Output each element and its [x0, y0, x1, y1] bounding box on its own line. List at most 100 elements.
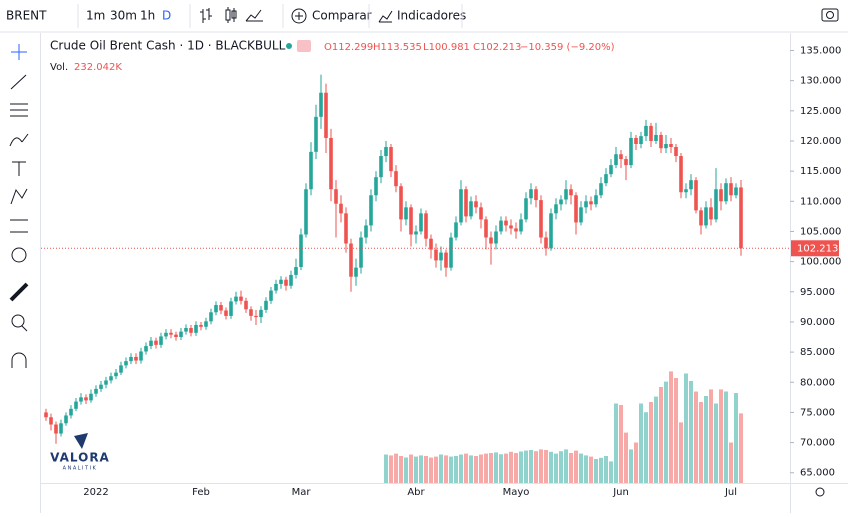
volume-bar — [509, 451, 513, 483]
candle-body — [99, 384, 103, 389]
volume-bar — [404, 457, 408, 483]
volume-bar — [634, 442, 638, 483]
logo-subtext: ANALITIK — [63, 466, 98, 472]
candle-body — [329, 137, 333, 190]
candle-body — [684, 189, 688, 193]
trendline-tool[interactable] — [10, 74, 27, 90]
candle-body — [679, 156, 683, 193]
settings-icon[interactable] — [815, 487, 825, 497]
candle-body — [579, 207, 583, 223]
fib-tool[interactable] — [10, 103, 28, 117]
volume-bar — [499, 454, 503, 483]
candle-body — [84, 397, 88, 401]
volume-bar — [454, 456, 458, 483]
candle-body — [654, 134, 658, 141]
volume-bar — [604, 456, 608, 483]
last-price-label: 102.213 — [797, 243, 838, 254]
candle-body — [649, 125, 653, 141]
text-tool[interactable] — [12, 161, 26, 176]
candle-body — [164, 332, 168, 337]
candle-body — [359, 237, 363, 268]
candle-body — [159, 336, 163, 345]
symbol[interactable]: BRENT — [6, 9, 47, 23]
x-tick-label: Jul — [724, 487, 737, 498]
candle-body — [369, 195, 373, 226]
candle-body — [139, 351, 143, 361]
chart-type-icons[interactable] — [200, 7, 263, 23]
interval[interactable]: D — [162, 9, 171, 23]
candle-body — [559, 199, 563, 205]
candle-body — [524, 198, 528, 220]
volume-bar — [734, 393, 738, 483]
logo: VALORA ANALITIK — [50, 433, 110, 472]
candle-body — [509, 225, 513, 229]
logo-text: VALORA — [50, 451, 110, 465]
volume-bar — [719, 389, 723, 483]
interval[interactable]: 30m — [110, 9, 137, 23]
candle-body — [594, 195, 598, 205]
interval[interactable]: 1m — [86, 9, 105, 23]
indicators-button[interactable]: Indicadores — [397, 9, 466, 23]
candle-body — [214, 305, 218, 313]
brush-tool[interactable] — [9, 133, 29, 147]
volume-bar — [389, 455, 393, 483]
candle-body — [564, 189, 568, 200]
volume-bar — [539, 449, 543, 483]
candle-body — [469, 201, 473, 217]
interval[interactable]: 1h — [140, 9, 155, 23]
candle-body — [659, 134, 663, 149]
candle-body — [154, 340, 158, 345]
toolbar-bg — [0, 0, 848, 32]
candle-body — [289, 274, 293, 286]
pattern-tool[interactable] — [10, 188, 28, 205]
candle-body — [554, 204, 558, 214]
candle-body — [109, 376, 113, 381]
candle-body — [179, 331, 183, 338]
emoji-tool[interactable] — [11, 247, 27, 263]
screenshot-icon[interactable] — [821, 8, 839, 22]
candle-body — [324, 92, 328, 138]
candle-body — [599, 183, 603, 196]
candle-body — [704, 207, 708, 226]
candle-body — [244, 300, 248, 310]
candle-body — [569, 189, 573, 196]
volume-bar — [689, 381, 693, 483]
zoom-tool — [21, 325, 28, 332]
volume-bar — [694, 391, 698, 483]
candle-body — [694, 180, 698, 211]
volume-bar — [579, 453, 583, 483]
volume-bar — [609, 461, 613, 483]
candle-body — [74, 401, 78, 409]
candle-body — [334, 189, 338, 204]
prediction-tool[interactable] — [10, 219, 28, 233]
volume-bar — [474, 456, 478, 483]
candle-body — [234, 296, 238, 302]
compare-icon[interactable] — [291, 8, 307, 24]
candle-body — [389, 147, 393, 172]
ruler-tool[interactable] — [9, 282, 29, 302]
y-tick-label: 110.000 — [800, 196, 841, 207]
volume-value: 232.042K — [74, 62, 122, 73]
volume-bar — [564, 449, 568, 483]
y-tick-label: 120.000 — [800, 136, 841, 147]
indicators-icon[interactable] — [378, 10, 393, 23]
y-tick-label: 95.000 — [800, 287, 835, 298]
volume-bar — [614, 403, 618, 483]
candle-body — [644, 125, 648, 137]
logo-mark — [74, 433, 88, 449]
candle-body — [119, 365, 123, 373]
candle-body — [269, 290, 273, 301]
x-tick-label: Mayo — [503, 487, 530, 498]
crosshair-tool[interactable] — [11, 44, 27, 60]
volume-bar — [704, 396, 708, 483]
volume-bar — [439, 454, 443, 483]
magnet-tool[interactable] — [11, 352, 27, 368]
x-tick-label: Jun — [612, 487, 629, 498]
candle-body — [184, 327, 188, 332]
compare-button[interactable]: Comparar — [312, 9, 372, 23]
candle-body — [729, 183, 733, 196]
candle-body — [279, 279, 283, 284]
candle-body — [544, 237, 548, 249]
zoom-tool[interactable] — [11, 314, 25, 328]
candle-body — [354, 267, 358, 277]
